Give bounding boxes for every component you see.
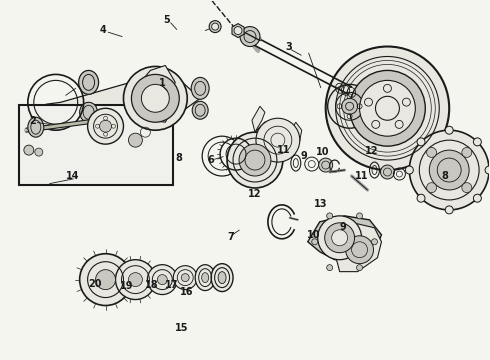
Circle shape — [327, 213, 333, 219]
Bar — [19, 105, 173, 185]
Text: 12: 12 — [248, 189, 262, 199]
Ellipse shape — [218, 272, 226, 284]
Text: 9: 9 — [339, 222, 346, 232]
Text: 14: 14 — [67, 171, 80, 181]
Circle shape — [332, 230, 347, 246]
Text: 4: 4 — [100, 25, 107, 35]
Ellipse shape — [191, 77, 209, 99]
Circle shape — [131, 75, 179, 122]
Circle shape — [80, 254, 131, 306]
Circle shape — [417, 194, 425, 202]
Text: 11: 11 — [277, 144, 291, 154]
Circle shape — [485, 166, 490, 174]
Circle shape — [173, 266, 197, 289]
Circle shape — [318, 216, 362, 260]
Text: 7: 7 — [227, 232, 234, 242]
Circle shape — [88, 108, 123, 144]
Text: 10: 10 — [307, 230, 320, 239]
Text: 6: 6 — [207, 155, 214, 165]
Text: 12: 12 — [365, 145, 379, 156]
Text: 2: 2 — [29, 116, 36, 126]
Text: 8: 8 — [176, 153, 183, 163]
Circle shape — [209, 21, 221, 32]
Polygon shape — [254, 120, 300, 156]
Circle shape — [123, 67, 187, 130]
Polygon shape — [332, 224, 382, 272]
Circle shape — [409, 130, 489, 210]
Circle shape — [116, 260, 155, 300]
Text: 19: 19 — [120, 281, 134, 291]
Text: 20: 20 — [88, 279, 101, 289]
Polygon shape — [252, 106, 265, 132]
Circle shape — [128, 133, 143, 147]
Text: 13: 13 — [314, 199, 327, 210]
Text: 15: 15 — [175, 323, 188, 333]
Circle shape — [318, 158, 333, 172]
Polygon shape — [308, 216, 382, 260]
Text: 1: 1 — [159, 78, 166, 88]
Ellipse shape — [202, 273, 209, 283]
Circle shape — [427, 183, 437, 193]
Circle shape — [405, 166, 414, 174]
Circle shape — [35, 148, 43, 156]
Circle shape — [99, 120, 112, 132]
Circle shape — [429, 150, 469, 190]
Circle shape — [157, 275, 167, 285]
Circle shape — [357, 265, 363, 271]
Circle shape — [24, 145, 34, 155]
Circle shape — [473, 138, 481, 146]
Text: 10: 10 — [317, 147, 330, 157]
Circle shape — [326, 46, 449, 170]
Circle shape — [380, 165, 394, 179]
Text: 17: 17 — [165, 280, 178, 290]
Circle shape — [327, 265, 333, 271]
Polygon shape — [46, 80, 200, 116]
Circle shape — [96, 270, 116, 289]
Ellipse shape — [28, 117, 44, 137]
Circle shape — [234, 27, 242, 35]
Circle shape — [342, 98, 358, 114]
Circle shape — [445, 126, 453, 134]
Text: 8: 8 — [441, 171, 448, 181]
Circle shape — [239, 144, 271, 176]
Circle shape — [417, 138, 425, 146]
Ellipse shape — [80, 102, 98, 122]
Circle shape — [240, 27, 260, 46]
Ellipse shape — [78, 71, 98, 94]
Polygon shape — [232, 24, 244, 37]
Circle shape — [427, 148, 437, 157]
Circle shape — [462, 148, 472, 157]
Circle shape — [360, 80, 416, 136]
Text: 9: 9 — [300, 150, 307, 161]
Text: 11: 11 — [355, 171, 369, 181]
Ellipse shape — [192, 101, 208, 119]
Circle shape — [473, 194, 481, 202]
Circle shape — [147, 265, 177, 294]
Text: 3: 3 — [286, 42, 293, 52]
Polygon shape — [141, 100, 171, 122]
Circle shape — [325, 223, 355, 253]
Circle shape — [227, 132, 283, 188]
Circle shape — [181, 274, 189, 282]
Polygon shape — [141, 66, 175, 92]
Circle shape — [256, 118, 300, 162]
Circle shape — [212, 23, 219, 30]
Polygon shape — [290, 122, 302, 150]
Circle shape — [349, 71, 425, 146]
Circle shape — [128, 273, 143, 287]
Ellipse shape — [195, 265, 215, 291]
Circle shape — [462, 183, 472, 193]
Circle shape — [345, 236, 373, 264]
Circle shape — [371, 239, 377, 245]
Text: 5: 5 — [164, 15, 171, 26]
Circle shape — [328, 84, 371, 128]
Circle shape — [357, 213, 363, 219]
Circle shape — [312, 239, 318, 245]
Circle shape — [445, 206, 453, 214]
Circle shape — [142, 84, 169, 112]
Text: 18: 18 — [145, 280, 158, 290]
Text: 16: 16 — [180, 287, 193, 297]
Ellipse shape — [211, 264, 233, 292]
